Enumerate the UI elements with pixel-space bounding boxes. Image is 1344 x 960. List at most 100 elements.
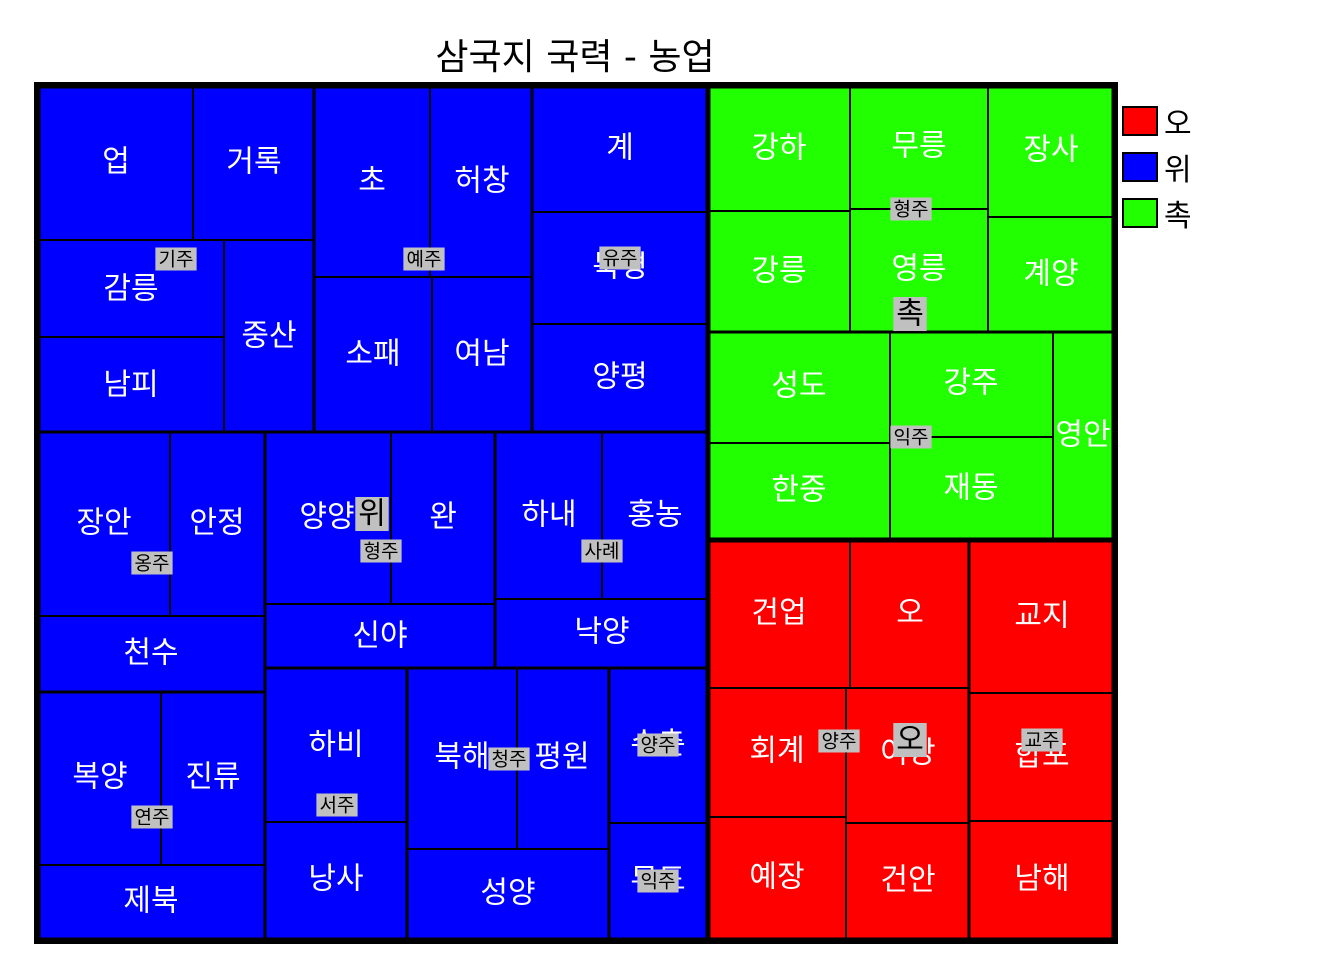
legend-item-wei: 위 xyxy=(1122,144,1192,190)
city-label: 신야 xyxy=(352,619,407,654)
city-label: 영안 xyxy=(1055,418,1110,453)
treemap-cell xyxy=(845,822,970,941)
treemap-cell xyxy=(431,276,533,433)
legend-item-wu: 오 xyxy=(1122,98,1192,144)
treemap-cell xyxy=(37,85,194,241)
city-label: 계양 xyxy=(1023,257,1078,292)
province-label-bg xyxy=(131,551,173,575)
city-label: 업 xyxy=(102,145,130,180)
city-label: 강하 xyxy=(751,131,806,166)
province-label: 서주 xyxy=(320,795,355,817)
treemap-cell xyxy=(37,864,266,941)
province-label: 사례 xyxy=(585,541,620,563)
city-label: 한중 xyxy=(771,473,826,508)
treemap-cell xyxy=(601,431,709,600)
province-label: 형주 xyxy=(894,199,929,221)
city-label: 낙양 xyxy=(574,615,629,650)
city-label: 성양 xyxy=(480,876,535,911)
province-label: 연주 xyxy=(135,807,170,829)
treemap-cell xyxy=(531,85,709,213)
city-label: 낭사 xyxy=(308,862,363,897)
province-label: 예주 xyxy=(407,249,442,271)
treemap-cell xyxy=(987,216,1115,333)
city-label: 초 xyxy=(358,164,386,199)
city-label: 북해 xyxy=(434,740,489,775)
province-label-bg xyxy=(890,425,932,449)
city-label: 건안 xyxy=(880,863,935,898)
province-label-bg xyxy=(637,733,679,757)
city-label: 장안 xyxy=(76,506,131,541)
city-label: 양양 xyxy=(299,500,354,535)
city-label: 남해 xyxy=(1014,862,1069,897)
province-label-bg xyxy=(890,197,932,221)
city-label: 복양 xyxy=(72,760,127,795)
city-label: 예장 xyxy=(749,860,804,895)
city-label: 제북 xyxy=(123,884,178,919)
treemap-cell xyxy=(429,85,533,278)
city-label: 여남 xyxy=(454,337,509,372)
province-label: 교주 xyxy=(1025,730,1060,752)
legend-swatch-shu xyxy=(1122,198,1158,228)
treemap-cell xyxy=(889,436,1054,541)
city-label: 강주 xyxy=(943,366,998,401)
province-label: 유주 xyxy=(603,248,638,270)
city-label: 평원 xyxy=(534,740,589,775)
province-label: 익주 xyxy=(894,427,929,449)
city-label: 거록 xyxy=(226,145,281,180)
province-label-bg xyxy=(488,747,530,771)
treemap-cell xyxy=(707,210,851,333)
city-label: 안정 xyxy=(189,506,244,541)
city-label: 남피 xyxy=(103,368,158,403)
city-label: 양평 xyxy=(592,360,647,395)
treemap-cell xyxy=(37,691,162,866)
province-label: 익주 xyxy=(641,871,676,893)
province-label: 옹주 xyxy=(135,553,170,575)
province-label-bg xyxy=(155,247,197,271)
city-label: 소패 xyxy=(345,337,400,372)
city-label: 허창 xyxy=(454,164,509,199)
city-label: 교지 xyxy=(1014,599,1069,634)
province-label-bg xyxy=(818,729,860,753)
legend: 오 위 촉 xyxy=(1122,98,1192,236)
treemap-cell xyxy=(1052,331,1115,541)
kingdom-label: 위 xyxy=(358,497,386,532)
city-label: 하내 xyxy=(521,498,576,533)
province-label: 형주 xyxy=(364,541,399,563)
city-label: 성도 xyxy=(771,369,826,404)
city-label: 영릉 xyxy=(891,252,946,287)
chart-title: 삼국지 국력 - 농업 xyxy=(435,37,715,78)
city-label: 무릉 xyxy=(891,129,946,164)
treemap-cell xyxy=(390,431,496,605)
treemap-border xyxy=(34,82,1118,944)
city-label: 감릉 xyxy=(103,272,158,307)
province-label-bg xyxy=(403,247,445,271)
province-label: 양주 xyxy=(822,731,857,753)
city-label: 천수 xyxy=(123,636,178,671)
province-label-bg xyxy=(131,805,173,829)
city-label: 재동 xyxy=(943,471,998,506)
city-label: 건업 xyxy=(751,596,806,631)
city-label: 중산 xyxy=(241,319,296,354)
kingdom-label-bg xyxy=(893,723,927,757)
city-label: 강릉 xyxy=(751,254,806,289)
treemap-cell xyxy=(531,323,709,433)
legend-swatch-wei xyxy=(1122,152,1158,182)
treemap-cell xyxy=(968,820,1115,941)
province-label-bg xyxy=(637,869,679,893)
kingdom-label-bg xyxy=(893,297,927,331)
legend-swatch-wu xyxy=(1122,106,1158,136)
kingdom-label: 촉 xyxy=(896,297,924,332)
city-label: 완 xyxy=(429,500,457,535)
city-label: 오 xyxy=(896,596,924,631)
province-label-bg xyxy=(360,539,402,563)
legend-label: 위 xyxy=(1164,153,1192,188)
legend-label: 오 xyxy=(1164,107,1192,142)
province-label: 양주 xyxy=(641,735,676,757)
legend-item-shu: 촉 xyxy=(1122,190,1192,236)
treemap-cell xyxy=(406,848,610,941)
kingdom-label-bg xyxy=(355,497,389,531)
treemap-cell xyxy=(889,331,1054,438)
city-label: 회계 xyxy=(749,734,804,769)
city-label: 진류 xyxy=(185,760,240,795)
